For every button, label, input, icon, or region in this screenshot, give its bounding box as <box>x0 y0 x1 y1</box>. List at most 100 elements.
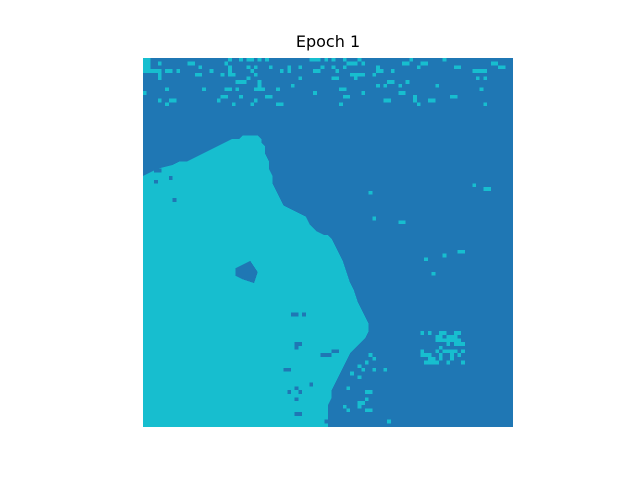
heatmap-cell <box>294 397 299 402</box>
heatmap-cell <box>431 272 436 276</box>
heatmap-cell <box>472 183 476 188</box>
heatmap-cell <box>283 367 291 372</box>
heatmap-cell <box>446 338 454 343</box>
heatmap-cell <box>168 176 173 180</box>
heatmap-cell <box>439 338 447 343</box>
heatmap-cell <box>157 72 162 77</box>
heatmap-cell <box>472 69 480 73</box>
heatmap-cell <box>453 334 458 339</box>
heatmap-cell <box>157 98 162 103</box>
heatmap-cell <box>279 102 284 106</box>
heatmap-cell <box>427 356 436 361</box>
heatmap-cell <box>331 65 336 70</box>
heatmap-cell <box>194 72 203 77</box>
heatmap-cell <box>435 83 439 88</box>
heatmap-cell <box>350 371 354 376</box>
heatmap-cell <box>294 412 303 416</box>
heatmap-noise-6 <box>368 183 491 276</box>
heatmap-cell <box>324 419 328 424</box>
heatmap-cell <box>424 360 428 365</box>
heatmap-cell <box>357 404 362 409</box>
heatmap-cell <box>357 364 362 368</box>
heatmap-cell <box>372 356 377 361</box>
heatmap-cell <box>450 338 454 343</box>
heatmap-cell <box>291 83 295 88</box>
heatmap-cell <box>453 342 458 346</box>
heatmap-cell <box>228 69 232 73</box>
heatmap-cell <box>291 312 295 317</box>
heatmap-cell <box>342 94 351 99</box>
heatmap-cell <box>168 98 173 103</box>
heatmap-cell <box>228 65 232 70</box>
heatmap-cell <box>287 65 291 70</box>
heatmap-cell <box>442 58 447 62</box>
heatmap-cell <box>143 65 151 70</box>
heatmap-cell <box>372 72 377 77</box>
heatmap-cell <box>250 102 254 106</box>
heatmap-cell <box>413 94 417 99</box>
heatmap-cell <box>313 91 317 95</box>
heatmap-cell <box>331 349 340 354</box>
heatmap-cell <box>350 72 358 77</box>
heatmap-noise-3 <box>143 58 173 73</box>
heatmap-cell <box>439 331 447 335</box>
heatmap-region-1 <box>235 260 258 284</box>
heatmap-cell <box>439 345 443 350</box>
heatmap-cell <box>235 80 243 84</box>
heatmap-cell <box>450 356 454 361</box>
heatmap-noise-7 <box>283 312 340 424</box>
heatmap-cell <box>435 349 439 354</box>
heatmap-cell <box>265 58 269 62</box>
heatmap-cell <box>339 102 343 106</box>
heatmap-cell <box>357 72 365 77</box>
heatmap-cell <box>254 65 258 70</box>
heatmap-cell <box>224 87 229 92</box>
heatmap-cell <box>172 98 177 103</box>
heatmap-cell <box>446 342 451 346</box>
heatmap-cell <box>376 65 380 70</box>
heatmap-cell <box>220 72 225 77</box>
heatmap-cell <box>143 58 151 62</box>
heatmap-cell <box>353 76 358 81</box>
heatmap-cell <box>383 367 388 372</box>
heatmap-cell <box>339 87 347 92</box>
heatmap-cell <box>320 353 325 357</box>
heatmap-cell <box>239 58 243 62</box>
heatmap-cell <box>357 401 365 405</box>
heatmap-cell <box>453 331 462 335</box>
heatmap-cell <box>165 87 169 92</box>
heatmap-cell <box>231 72 236 77</box>
heatmap-cell <box>198 65 203 70</box>
heatmap-cell <box>254 87 258 92</box>
heatmap-cell <box>372 216 377 221</box>
heatmap-noise-2 <box>279 58 365 81</box>
heatmap-cell <box>143 69 151 73</box>
heatmap-cell <box>268 65 273 70</box>
heatmap-cell <box>383 83 388 88</box>
heatmap-cell <box>361 367 365 372</box>
heatmap-cell <box>361 91 365 95</box>
heatmap-cell <box>294 345 299 350</box>
heatmap-cell <box>217 98 221 103</box>
heatmap-cell <box>461 360 465 365</box>
heatmap-cell <box>346 386 351 391</box>
heatmap-cell <box>335 69 340 73</box>
heatmap-cell <box>450 334 454 339</box>
heatmap-cell <box>228 72 232 77</box>
heatmap-cell <box>376 69 384 73</box>
heatmap-cell <box>479 87 484 92</box>
heatmap-cell <box>313 58 321 62</box>
heatmap-cell <box>316 69 321 73</box>
chart-title: Epoch 1 <box>295 32 361 51</box>
heatmap-cell <box>342 65 347 70</box>
heatmap-cell <box>450 353 454 357</box>
heatmap-cell <box>368 353 373 357</box>
heatmap-region-0 <box>143 135 369 427</box>
heatmap-cell <box>365 360 369 365</box>
heatmap-cell <box>246 58 251 62</box>
heatmap-cell <box>235 87 240 92</box>
heatmap-cell <box>154 168 162 173</box>
heatmap-cell <box>365 408 373 413</box>
heatmap-cell <box>168 69 173 73</box>
heatmap-cell <box>242 80 247 84</box>
